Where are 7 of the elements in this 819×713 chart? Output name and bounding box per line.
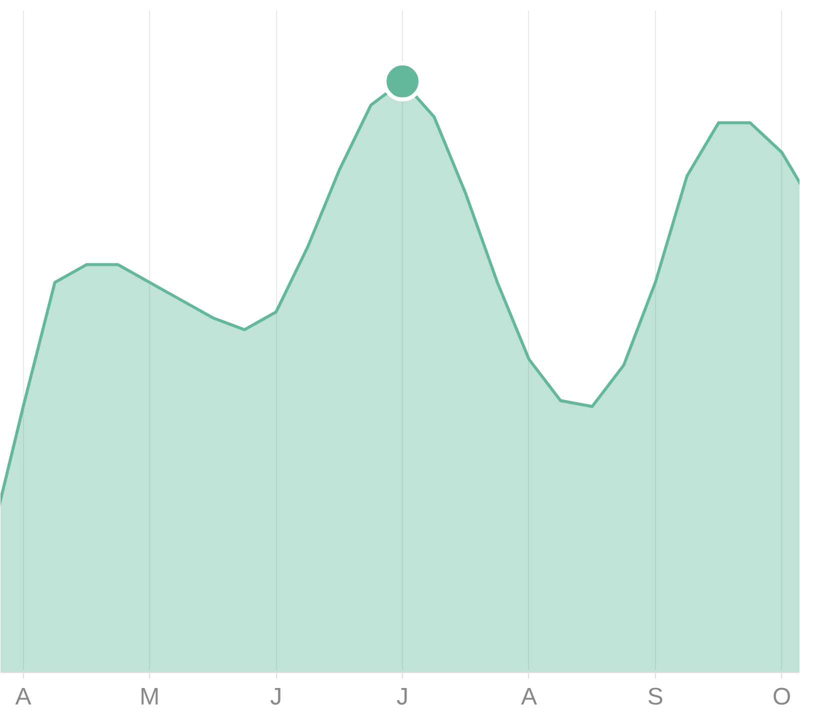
x-tick-label: M: [140, 684, 160, 710]
x-tick-label: S: [647, 684, 664, 710]
x-tick-label: A: [15, 684, 32, 710]
x-tick-label: A: [520, 684, 537, 710]
x-tick-label: O: [772, 684, 792, 710]
x-tick-label: J: [396, 684, 409, 710]
x-tick-label: J: [270, 684, 282, 710]
